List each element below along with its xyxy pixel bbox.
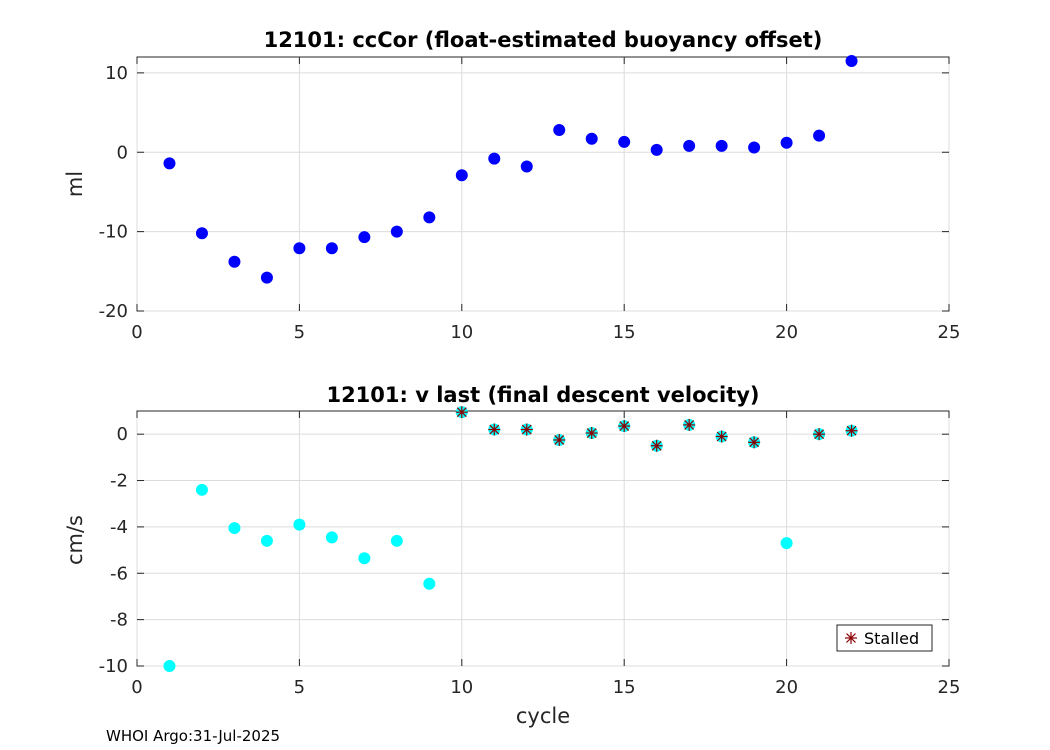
cccor-point [780, 136, 793, 149]
y-tick-label-top: 10 [105, 63, 128, 84]
chart-title-bottom: 12101: v last (final descent velocity) [326, 383, 759, 407]
x-tick-label-bottom: 0 [131, 677, 142, 698]
stalled-marker [715, 430, 728, 443]
grid-bottom [136, 411, 950, 667]
x-tick-label-top: 20 [775, 322, 798, 343]
stalled-marker [455, 406, 468, 419]
vlast-point [195, 483, 208, 496]
vlast-point [358, 552, 371, 565]
x-tick-label-top: 10 [450, 322, 473, 343]
stalled-marker [618, 420, 631, 433]
stalled-marker [845, 424, 858, 437]
y-tick-label-bottom: 0 [117, 424, 128, 445]
cccor-point [423, 211, 436, 224]
vlast-point [163, 660, 176, 672]
vlast-point [780, 537, 793, 550]
x-tick-label-bottom: 20 [775, 677, 798, 698]
x-tick-label-top: 25 [938, 322, 961, 343]
x-tick-label-top: 0 [131, 322, 142, 343]
grid-top [136, 57, 950, 312]
cccor-point [715, 139, 728, 152]
cccor-point [748, 141, 761, 154]
cccor-point [845, 54, 858, 67]
cccor-point [813, 129, 826, 142]
cccor-point [195, 227, 208, 240]
vlast-point [390, 534, 403, 547]
cccor-point [683, 139, 696, 152]
vlast-point [260, 534, 273, 547]
y-axis-label-bottom: cm/s [63, 515, 87, 565]
y-tick-label-top: -10 [99, 222, 128, 243]
vlast-point [293, 518, 306, 531]
marks-top [163, 54, 858, 284]
y-tick-label-top: 0 [117, 142, 128, 163]
legend-stalled-marker [845, 632, 857, 644]
stalled-marker [488, 423, 501, 436]
x-tick-label-bottom: 15 [613, 677, 636, 698]
legend-label-stalled: Stalled [864, 629, 919, 648]
stalled-marker [520, 423, 533, 436]
stalled-marker [813, 428, 826, 441]
x-axis-label-bottom: cycle [516, 704, 570, 728]
x-tick-label-top: 15 [613, 322, 636, 343]
plot-area-top [136, 56, 950, 312]
y-tick-label-top: -20 [99, 301, 128, 322]
marks-bottom [163, 406, 858, 672]
cccor-point [585, 132, 598, 145]
cccor-point [163, 157, 176, 170]
stalled-marker [748, 436, 761, 449]
cccor-point [650, 143, 663, 156]
cccor-point [325, 242, 338, 255]
ticks-bottom: 0 5 10 15 20 25 -10 -8 -6 -4 -2 0 [99, 411, 961, 698]
ticks-top: 0 5 10 15 20 25 -20 -10 0 10 [99, 57, 961, 343]
vlast-point [423, 577, 436, 590]
cccor-point [390, 225, 403, 238]
y-tick-label-bottom: -4 [110, 517, 128, 538]
plot-area-bottom [136, 410, 950, 667]
vlast-point [325, 531, 338, 544]
cccor-point [260, 271, 273, 284]
cccor-point [488, 152, 501, 165]
cccor-point [293, 242, 306, 255]
footer-credit: WHOI Argo:31-Jul-2025 [106, 727, 280, 745]
x-tick-label-bottom: 5 [294, 677, 305, 698]
y-tick-label-bottom: -10 [99, 656, 128, 677]
stalled-marker [585, 427, 598, 440]
legend: Stalled [836, 624, 933, 652]
x-tick-label-bottom: 25 [938, 677, 961, 698]
panel-descent-velocity: 0 5 10 15 20 25 -10 -8 -6 -4 -2 0 12101: v last (fi… [63, 383, 960, 728]
stalled-marker [650, 439, 663, 452]
cccor-point [618, 135, 631, 148]
vlast-point [228, 522, 241, 535]
x-tick-label-bottom: 10 [450, 677, 473, 698]
cccor-point [520, 160, 533, 173]
cccor-point [553, 124, 566, 137]
x-tick-label-top: 5 [294, 322, 305, 343]
cccor-point [228, 255, 241, 268]
stalled-marker [553, 433, 566, 446]
y-tick-label-bottom: -6 [110, 563, 128, 584]
panel-buoyancy-offset: 0 5 10 15 20 25 -20 -10 0 10 12101: ccCor (float-… [63, 28, 960, 343]
y-axis-label-top: ml [63, 171, 87, 197]
y-tick-label-bottom: -2 [110, 471, 128, 492]
chart-title-top: 12101: ccCor (float-estimated buoyancy o… [264, 28, 823, 52]
stalled-marker [683, 418, 696, 431]
cccor-point [455, 169, 468, 182]
cccor-point [358, 231, 371, 244]
y-tick-label-bottom: -8 [110, 610, 128, 631]
